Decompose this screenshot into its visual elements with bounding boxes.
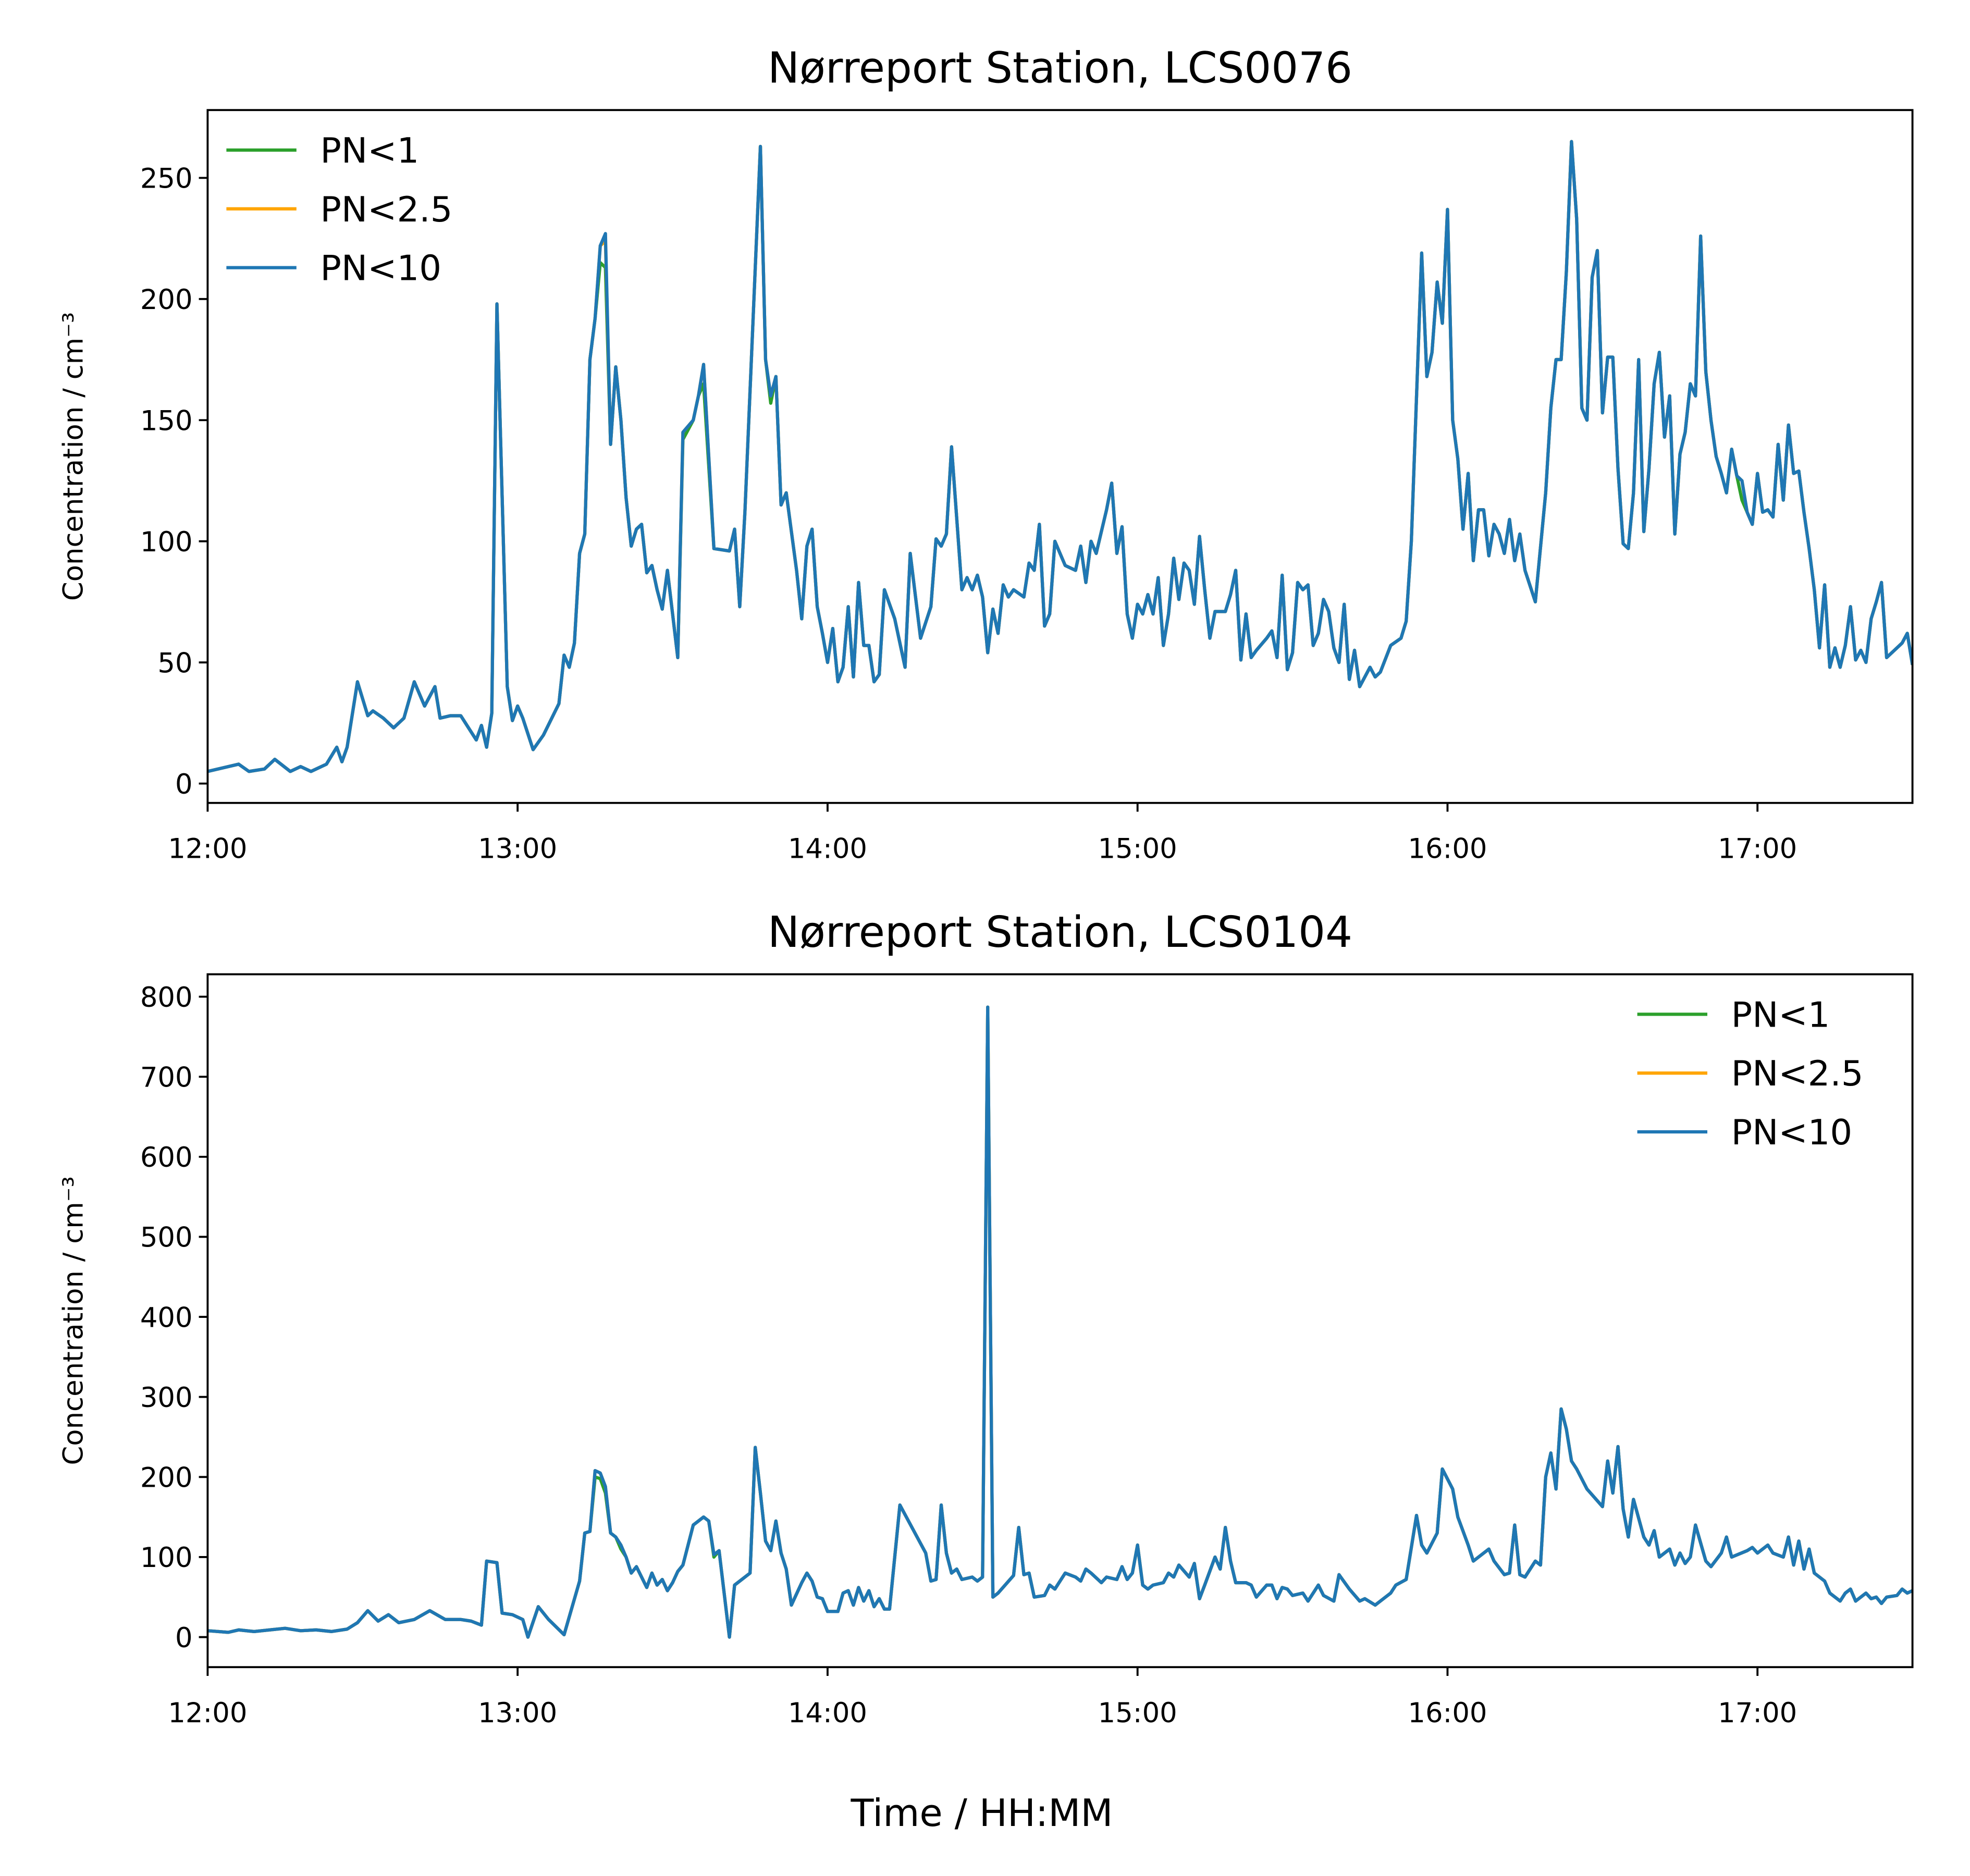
x-tick-label: 16:00 xyxy=(1408,833,1487,865)
series-line xyxy=(207,1005,1913,1639)
x-tick-label: 15:00 xyxy=(1098,833,1177,865)
x-tick-label: 13:00 xyxy=(478,833,557,865)
y-tick-label: 400 xyxy=(140,1302,193,1334)
x-tick-label: 15:00 xyxy=(1098,1697,1177,1729)
axes-frame xyxy=(206,973,1914,1669)
plot-lines xyxy=(207,1005,1913,1639)
y-tick-label: 50 xyxy=(157,647,192,679)
x-axis-label: Time / HH:MM xyxy=(850,1791,1113,1835)
x-tick-label: 17:00 xyxy=(1718,833,1797,865)
y-tick-label: 250 xyxy=(140,163,193,195)
y-tick-label: 800 xyxy=(140,982,193,1014)
x-tick-label: 13:00 xyxy=(478,1697,557,1729)
legend-label: PN<1 xyxy=(320,130,419,171)
y-axis-label: Concentration / cm⁻³ xyxy=(57,1176,89,1465)
chart-title: Nørreport Station, LCS0076 xyxy=(768,43,1352,93)
x-tick-label: 14:00 xyxy=(788,1697,867,1729)
y-tick-label: 500 xyxy=(140,1222,193,1254)
chart-title: Nørreport Station, LCS0104 xyxy=(768,908,1352,957)
x-tick-label: 16:00 xyxy=(1408,1697,1487,1729)
legend-label: PN<10 xyxy=(1731,1112,1853,1153)
y-tick-label: 0 xyxy=(175,769,193,800)
y-tick-label: 100 xyxy=(140,1542,193,1574)
x-tick-label: 14:00 xyxy=(788,833,867,865)
x-tick-label: 17:00 xyxy=(1718,1697,1797,1729)
plot-lines xyxy=(207,140,1913,773)
x-tick-label: 12:00 xyxy=(168,833,247,865)
x-tick-label: 12:00 xyxy=(168,1697,247,1729)
y-tick-label: 100 xyxy=(140,526,193,558)
y-axis-label: Concentration / cm⁻³ xyxy=(57,312,89,601)
legend-label: PN<2.5 xyxy=(1731,1053,1864,1094)
y-tick-label: 200 xyxy=(140,1462,193,1494)
y-tick-label: 700 xyxy=(140,1062,193,1093)
y-tick-label: 600 xyxy=(140,1142,193,1174)
y-tick-label: 0 xyxy=(175,1622,193,1654)
y-tick-label: 200 xyxy=(140,284,193,316)
legend-label: PN<2.5 xyxy=(320,189,452,230)
series-line xyxy=(207,140,1913,773)
legend-label: PN<1 xyxy=(1731,994,1830,1035)
legend-label: PN<10 xyxy=(320,248,441,289)
axes-frame xyxy=(206,109,1914,804)
y-tick-label: 150 xyxy=(140,405,193,437)
y-tick-label: 300 xyxy=(140,1382,193,1414)
